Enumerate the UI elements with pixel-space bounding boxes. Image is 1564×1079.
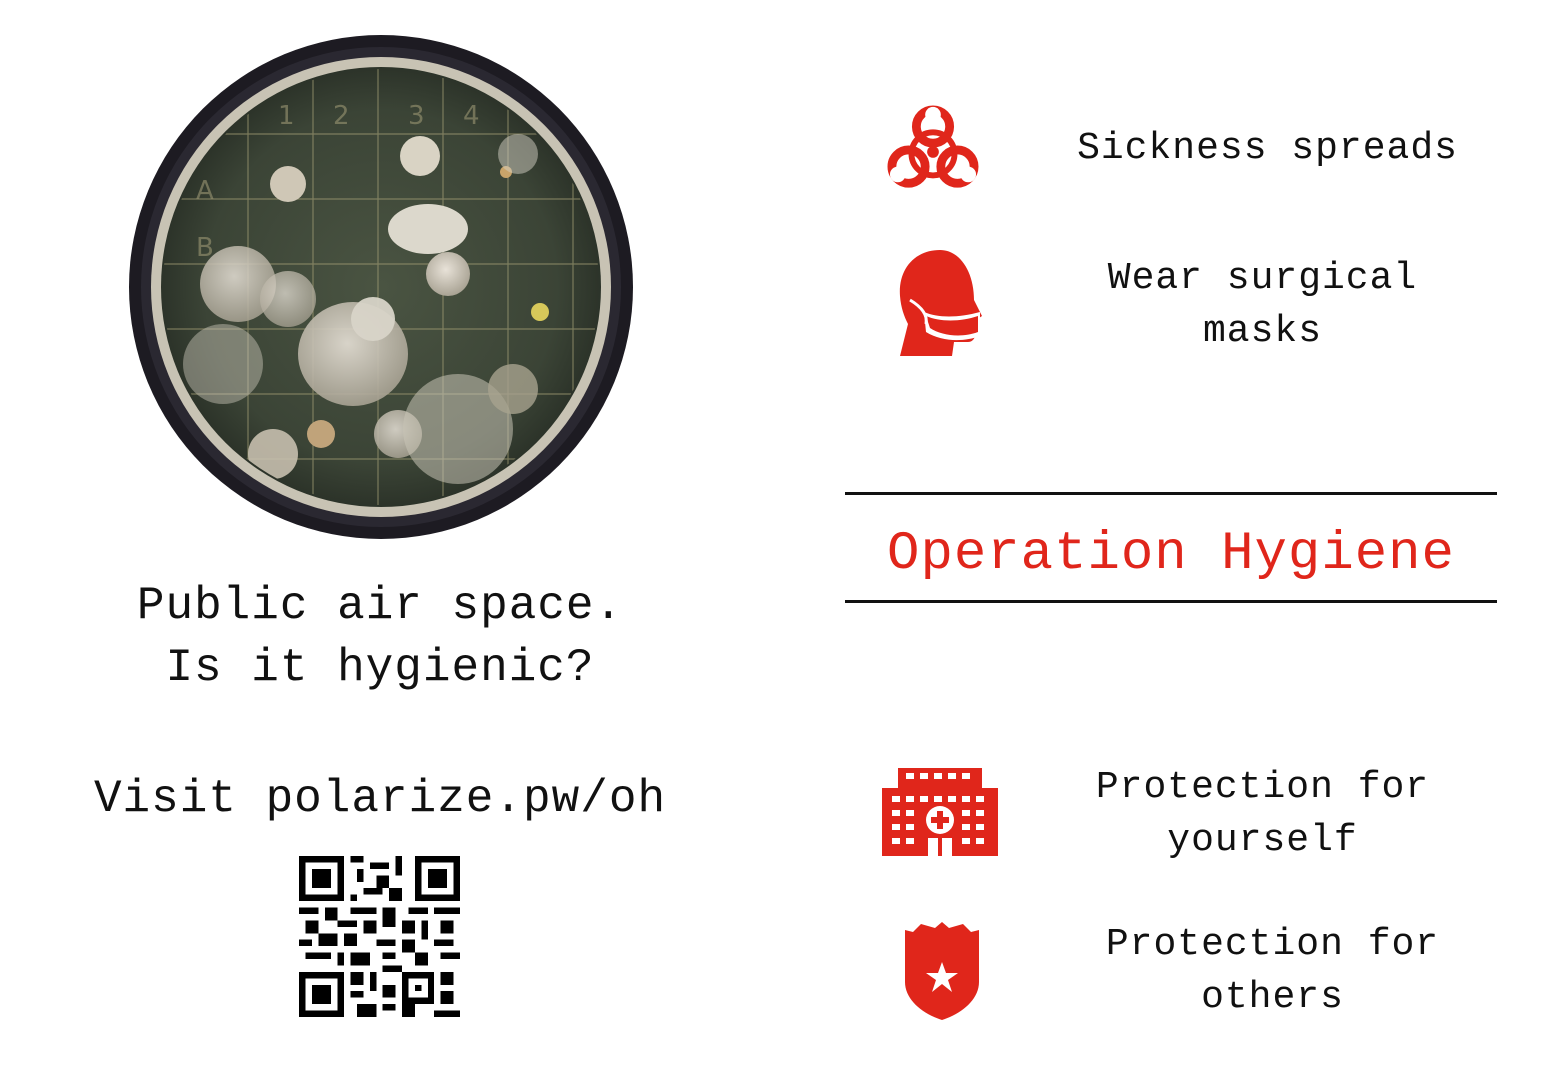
headline-rule-bottom — [845, 600, 1497, 603]
svg-text:B: B — [196, 233, 214, 263]
feature-wear-masks-line-1: Wear surgical — [1107, 257, 1418, 300]
feature-sickness-spreads: Sickness spreads — [1077, 127, 1458, 170]
visit-url[interactable]: Visit polarize.pw/oh — [93, 773, 667, 825]
hospital-icon — [882, 768, 998, 856]
qr-code[interactable] — [299, 856, 460, 1017]
svg-text:2: 2 — [333, 101, 350, 131]
headline-rule-top — [845, 492, 1497, 495]
svg-text:1: 1 — [278, 101, 295, 131]
feature-protection-others-line-1: Protection for — [1105, 923, 1440, 966]
feature-protection-yourself-line-2: yourself — [1167, 819, 1358, 862]
tagline-line-2: Is it hygienic? — [165, 642, 595, 694]
police-badge-icon — [905, 922, 979, 1020]
feature-protection-others-line-2: others — [1201, 976, 1344, 1019]
tagline-line-1: Public air space. — [136, 580, 624, 632]
svg-text:A: A — [196, 176, 214, 206]
feature-wear-masks-line-2: masks — [1202, 310, 1323, 353]
petri-dish-image: 1 2 3 4 A B — [129, 35, 633, 539]
svg-text:4: 4 — [463, 101, 480, 131]
feature-protection-yourself-line-1: Protection for — [1095, 766, 1430, 809]
headline: Operation Hygiene — [887, 524, 1455, 585]
biohazard-icon — [887, 105, 979, 188]
svg-text:3: 3 — [408, 101, 425, 131]
surgical-mask-icon — [899, 250, 982, 356]
